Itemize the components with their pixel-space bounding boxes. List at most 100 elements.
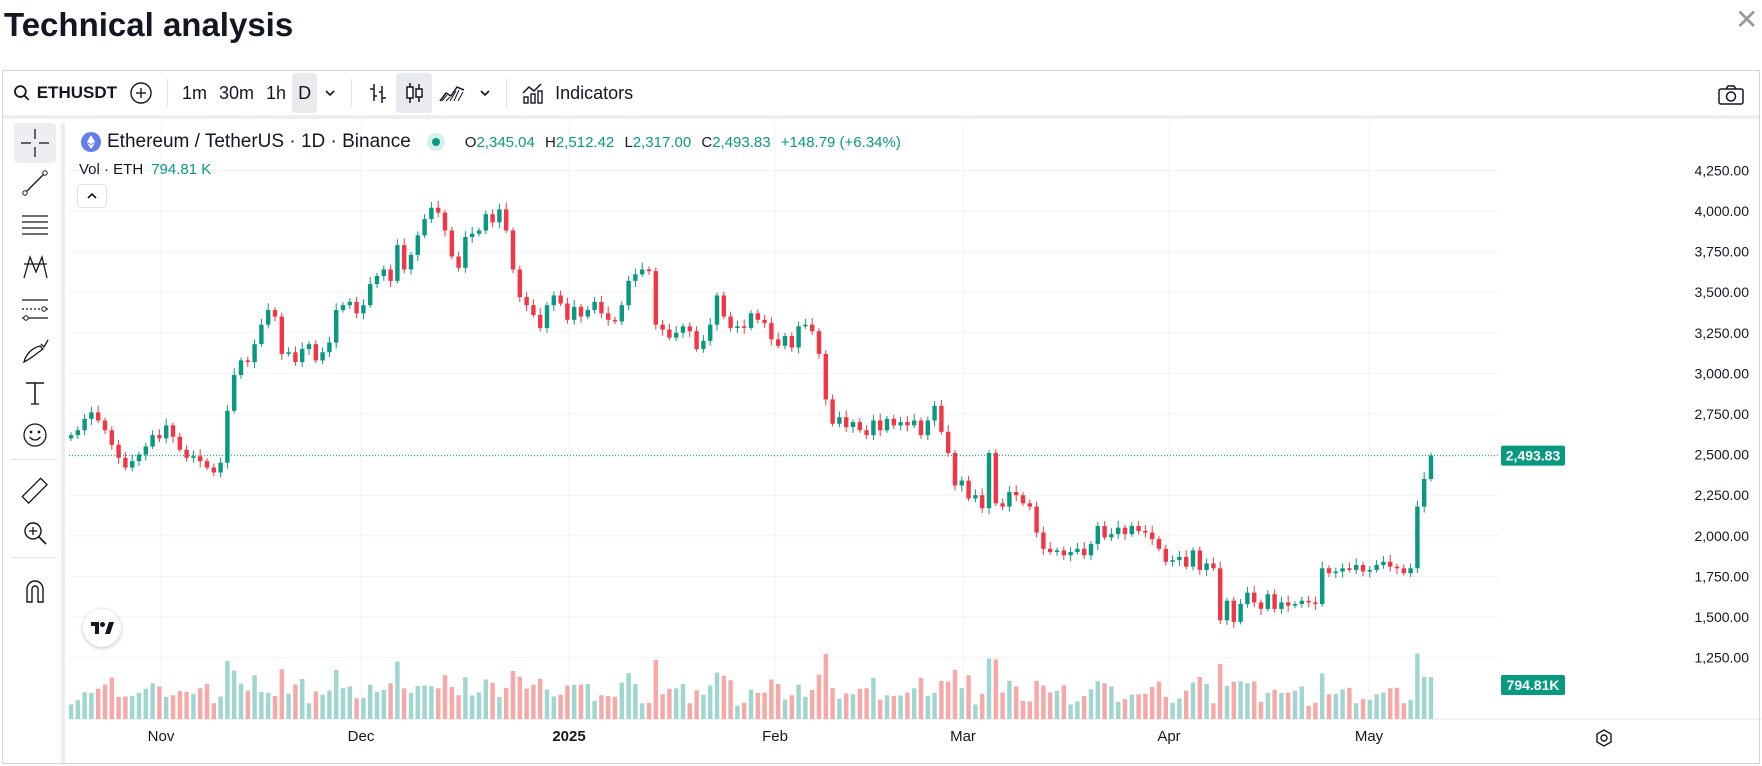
- compare-button[interactable]: [123, 73, 159, 113]
- interval-1h[interactable]: 1h: [266, 82, 287, 103]
- candle-body: [1326, 568, 1332, 574]
- candle-body: [299, 349, 305, 363]
- volume-bar: [830, 688, 835, 719]
- chart-toolbar: ETHUSDT 1m 30m 1h D Indicators: [3, 71, 1759, 119]
- volume-bar: [1319, 673, 1325, 719]
- candle-body: [551, 295, 557, 306]
- price-tick-label: 3,250.00: [1695, 325, 1750, 341]
- volume-bar: [680, 684, 686, 719]
- candles-style-button[interactable]: [396, 73, 433, 113]
- volume-bar: [1115, 702, 1121, 719]
- volume-bar: [796, 684, 801, 719]
- add-circle-icon: [130, 82, 152, 104]
- volume-bar: [1231, 681, 1237, 719]
- candle-body: [435, 207, 441, 213]
- brush-tool[interactable]: [14, 331, 56, 371]
- volume-bar: [612, 696, 618, 719]
- zoom-in-icon: [24, 522, 47, 545]
- volume-bar: [1272, 689, 1277, 719]
- candle-body: [871, 420, 876, 436]
- volume-bar: [218, 696, 223, 719]
- candle-body: [1258, 602, 1264, 609]
- candle-body: [1347, 568, 1352, 570]
- snapshot-button[interactable]: [1711, 75, 1751, 115]
- indicators-button[interactable]: Indicators: [515, 73, 639, 113]
- candle-body: [1047, 548, 1053, 553]
- candle-body: [735, 326, 740, 328]
- volume-bar: [945, 681, 951, 719]
- chevron-down-icon: [480, 90, 490, 97]
- candle-body: [932, 405, 937, 421]
- series-title[interactable]: Ethereum / TetherUS · 1D · Binance: [107, 131, 411, 152]
- volume-bar: [272, 696, 278, 719]
- market-status-icon[interactable]: [426, 133, 445, 151]
- volume-bar: [1211, 703, 1216, 719]
- collapse-legend-button[interactable]: [77, 184, 107, 208]
- text-tool[interactable]: [14, 373, 56, 413]
- interval-1m[interactable]: 1m: [182, 82, 208, 103]
- volume-bar: [340, 688, 346, 719]
- interval-30m[interactable]: 30m: [219, 82, 255, 103]
- candle-body: [877, 420, 883, 431]
- measure-tool[interactable]: [14, 471, 56, 511]
- interval-dropdown[interactable]: [317, 73, 343, 113]
- volume-bar: [1381, 692, 1386, 719]
- volume-bar: [116, 697, 121, 719]
- volume-bar: [177, 691, 183, 719]
- fib-tool[interactable]: [14, 205, 56, 245]
- chart-settings-button[interactable]: [1589, 723, 1619, 753]
- volume-bar: [762, 692, 767, 719]
- volume-bar: [660, 694, 665, 719]
- price-chart[interactable]: 4,250.00 4,000.00 3,750.00 3,500.00 3,250.00…: [69, 123, 1761, 763]
- symbol-search[interactable]: ETHUSDT: [3, 73, 123, 113]
- candle-body: [163, 425, 169, 439]
- volume-bar: [381, 690, 387, 719]
- volume-bar: [687, 703, 693, 719]
- magnet-tool[interactable]: [14, 571, 56, 611]
- volume-bar: [75, 700, 81, 719]
- volume-bar: [592, 700, 597, 719]
- volume-bar: [843, 693, 849, 719]
- forecast-tool[interactable]: [14, 289, 56, 329]
- volume-bar: [1109, 686, 1114, 719]
- volume-bar: [204, 684, 210, 719]
- candle-body: [1088, 543, 1094, 556]
- chart-pane[interactable]: 4,250.00 4,000.00 3,750.00 3,500.00 3,250.00…: [69, 123, 1761, 763]
- zoom-tool[interactable]: [14, 513, 56, 553]
- close-icon[interactable]: ✕: [1735, 4, 1759, 35]
- brush-icon: [23, 339, 49, 364]
- volume-bar: [401, 688, 407, 719]
- price-tick-label: 2,000.00: [1695, 528, 1750, 544]
- volume-bar: [578, 684, 584, 719]
- volume-bar: [599, 695, 604, 719]
- trend-line-tool[interactable]: [14, 163, 56, 203]
- volume-bar: [979, 694, 985, 719]
- tradingview-logo-icon[interactable]: [83, 609, 121, 647]
- candle-body: [225, 410, 230, 463]
- volume-bar: [1408, 700, 1413, 719]
- volume-bar: [197, 688, 203, 719]
- candle-body: [1238, 604, 1243, 622]
- candle-body: [1353, 565, 1359, 570]
- volume-bar: [721, 675, 727, 719]
- candle-body: [1170, 560, 1175, 562]
- candle-body: [374, 275, 380, 285]
- chart-style-dropdown[interactable]: [472, 73, 498, 113]
- candle-body: [361, 305, 366, 314]
- bars-style-button[interactable]: [360, 73, 396, 113]
- volume-bar: [367, 684, 373, 719]
- volume-bar: [408, 692, 414, 719]
- interval-d[interactable]: D: [292, 73, 318, 113]
- crosshair-tool[interactable]: [14, 123, 56, 163]
- volume-bar: [225, 661, 230, 719]
- emoji-tool[interactable]: [14, 415, 56, 455]
- candle-body: [1306, 600, 1311, 603]
- area-style-button[interactable]: [432, 73, 472, 113]
- candle-body: [619, 305, 625, 322]
- candle-body: [680, 326, 686, 333]
- volume-bar: [259, 692, 264, 719]
- candle-body: [1421, 478, 1427, 507]
- pattern-tool[interactable]: [14, 247, 56, 287]
- volume-bar: [1367, 699, 1373, 719]
- volume-bar: [510, 671, 516, 719]
